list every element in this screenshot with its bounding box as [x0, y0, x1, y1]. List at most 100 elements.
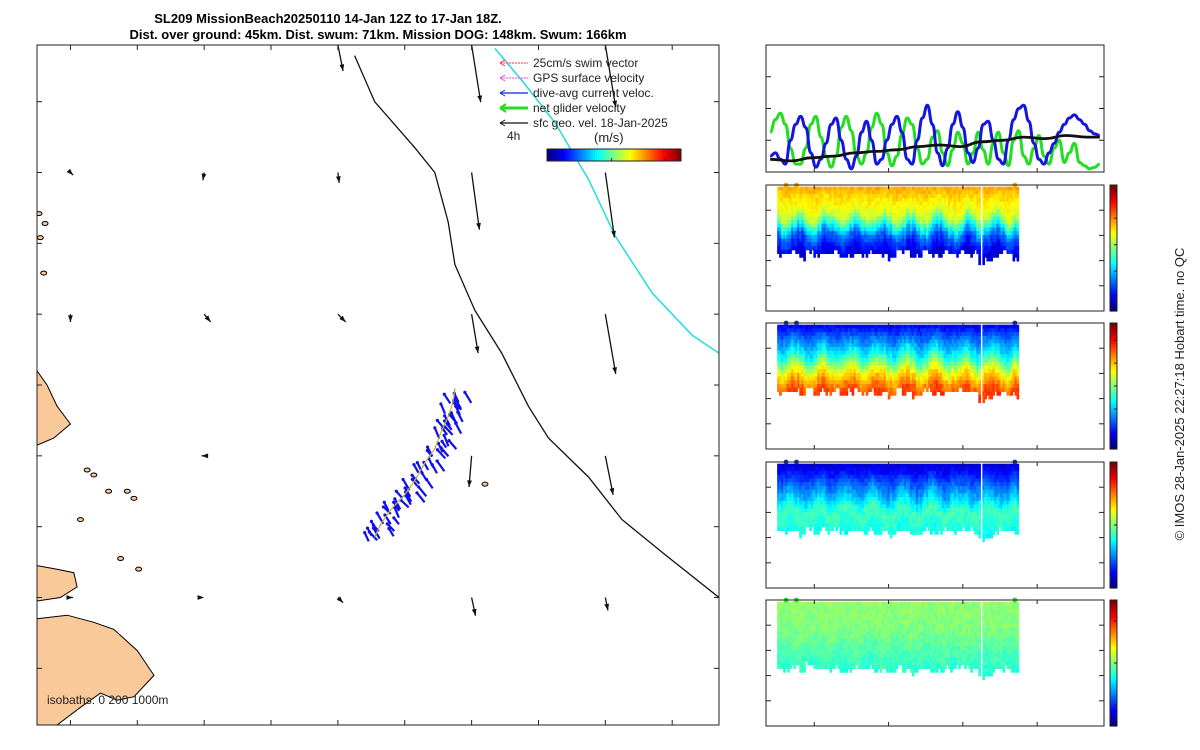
- salinity-cell: [1004, 369, 1008, 374]
- temperature-cell: [867, 205, 871, 210]
- temperature-cell: [779, 205, 782, 210]
- salinity-cell: [885, 350, 889, 355]
- current-arrow: [448, 439, 458, 450]
- map-colorbar-cell: [675, 149, 678, 161]
- temperature-cell: [984, 197, 987, 203]
- salinity-cell: [934, 332, 937, 337]
- temperature-cell: [779, 186, 782, 192]
- temperature-cell: [857, 201, 861, 206]
- salinity-cell: [992, 369, 996, 374]
- salinity-cell: [831, 361, 835, 367]
- temperature-cell: [791, 201, 794, 206]
- salinity-cell: [783, 372, 786, 378]
- temperature-cell: [907, 246, 911, 251]
- temperature-cell: [956, 220, 959, 225]
- salinity-cell: [779, 365, 782, 370]
- salinity-cell: [887, 328, 891, 333]
- temperature-cell: [919, 190, 923, 195]
- salinity-cell: [857, 358, 861, 363]
- temperature-cell: [865, 197, 869, 203]
- temperature-cell: [970, 190, 973, 195]
- temperature-cell: [1006, 223, 1010, 229]
- temperature-cell: [905, 186, 909, 192]
- temperature-cell: [845, 186, 849, 192]
- temperature-cell: [940, 216, 943, 221]
- salinity-cell: [795, 328, 798, 333]
- temperature-cell: [911, 223, 915, 229]
- temperature-cell: [867, 223, 871, 229]
- salinity-cell: [839, 369, 843, 374]
- salinity-cell: [811, 361, 814, 367]
- salinity-cell: [847, 361, 851, 367]
- salinity-cell: [815, 346, 818, 352]
- temperature-cell: [873, 190, 877, 195]
- salinity-cell: [829, 372, 833, 378]
- salinity-cell: [807, 376, 810, 381]
- salinity-cell: [895, 384, 899, 389]
- salinity-colorbar-cell: [1110, 333, 1117, 337]
- temperature-cell: [799, 205, 802, 210]
- salinity-cell: [978, 358, 981, 363]
- temperature-cell: [968, 234, 971, 240]
- salinity-cell: [960, 350, 963, 355]
- salinity-cell: [877, 350, 881, 355]
- salinity-cell: [893, 369, 897, 374]
- temperature-cell: [1002, 194, 1006, 199]
- temperature-cell: [899, 212, 903, 217]
- salinity-cell: [970, 384, 973, 389]
- salinity-cell: [978, 398, 981, 404]
- temperature-cell: [793, 227, 796, 232]
- salinity-cell: [793, 350, 796, 355]
- temperature-cell: [966, 194, 969, 199]
- temperature-cell: [978, 249, 981, 255]
- salinity-cell: [990, 376, 994, 381]
- salinity-cell: [787, 372, 790, 378]
- salinity-cell: [990, 335, 994, 341]
- current-arrow: [417, 486, 428, 498]
- salinity-colorbar-cell: [1110, 416, 1117, 420]
- temperature-cell: [938, 227, 941, 232]
- salinity-cell: [885, 324, 889, 330]
- temperature-cell: [827, 201, 831, 206]
- salinity-cell: [1006, 376, 1010, 381]
- salinity-cell: [926, 335, 929, 341]
- salinity-cell: [994, 358, 998, 363]
- salinity-cell: [926, 339, 929, 344]
- salinity-cell: [833, 372, 837, 378]
- salinity-cell: [978, 354, 981, 359]
- salinity-cell: [787, 332, 790, 337]
- salinity-cell: [930, 346, 933, 352]
- salinity-cell: [905, 380, 909, 385]
- temperature-cell: [917, 242, 921, 247]
- temperature-cell: [791, 242, 794, 247]
- temperature-cell: [861, 227, 865, 232]
- salinity-cell: [893, 350, 897, 355]
- salinity-cell: [791, 346, 794, 352]
- temperature-cell: [930, 201, 933, 206]
- salinity-cell: [827, 354, 831, 359]
- temperature-cell: [793, 190, 796, 195]
- map-colorbar-cell: [643, 149, 646, 161]
- temperature-cell: [827, 205, 831, 210]
- salinity-cell: [841, 346, 845, 352]
- salinity-cell: [903, 339, 907, 344]
- map-colorbar-cell: [633, 149, 636, 161]
- salinity-cell: [781, 369, 784, 374]
- salinity-cell: [1016, 387, 1020, 393]
- temperature-cell: [970, 197, 973, 203]
- temperature-cell: [972, 212, 975, 217]
- temperature-cell: [799, 201, 802, 206]
- temperature-cell: [996, 216, 1000, 221]
- geo-vector-shaft: [470, 45, 482, 103]
- salinity-cell: [811, 324, 814, 330]
- temperature-cell: [791, 205, 794, 210]
- salinity-cell: [948, 346, 951, 352]
- salinity-cell: [950, 346, 953, 352]
- salinity-cell: [901, 372, 905, 378]
- temperature-cell: [928, 201, 931, 206]
- salinity-cell: [962, 376, 965, 381]
- salinity-cell: [909, 343, 913, 348]
- salinity-cell: [811, 369, 814, 374]
- temperature-cell: [827, 186, 831, 192]
- salinity-cell: [871, 328, 875, 333]
